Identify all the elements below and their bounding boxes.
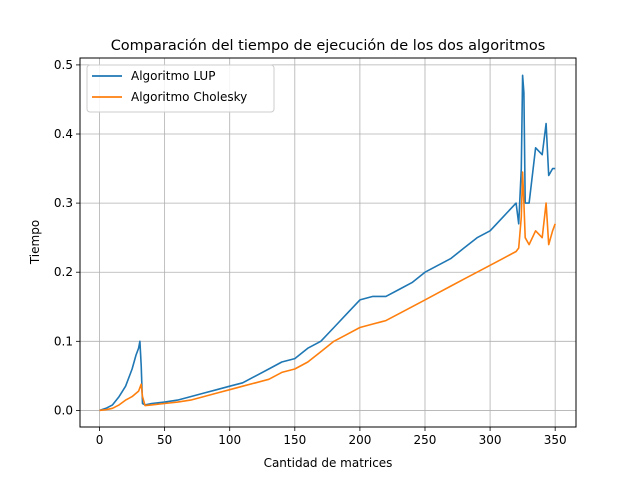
x-tick-label: 300 [479,433,502,447]
series-group [99,74,556,412]
series-line-cholesky [99,171,556,412]
ticks: 0 50 100 150 200 250 300 350 0.0 0.1 0.2 0.3 0.4 0.5 [54,58,567,447]
legend-label-cholesky: Algoritmo Cholesky [131,90,247,104]
x-tick-label: 50 [157,433,172,447]
y-tick-label: 0.5 [54,58,73,72]
x-tick-label: 100 [218,433,241,447]
y-tick-label: 0.2 [54,265,73,279]
x-tick-label: 150 [283,433,306,447]
legend-label-lup: Algoritmo LUP [131,69,215,83]
x-tick-label: 0 [96,433,104,447]
grid [80,58,576,427]
plot-frame [79,57,577,428]
y-axis-label: Tiempo [28,220,42,265]
x-tick-label: 250 [414,433,437,447]
y-tick-label: 0.1 [54,334,73,348]
series-line-lup [99,74,556,412]
legend: Algoritmo LUP Algoritmo Cholesky [86,64,275,113]
x-tick-label: 200 [348,433,371,447]
legend-box [86,64,275,113]
chart-title: Comparación del tiempo de ejecución de l… [111,38,546,54]
y-tick-label: 0.3 [54,196,73,210]
y-tick-label: 0.4 [54,127,73,141]
x-tick-label: 350 [544,433,567,447]
y-tick-label: 0.0 [54,403,73,417]
x-axis-label: Cantidad de matrices [264,456,393,470]
